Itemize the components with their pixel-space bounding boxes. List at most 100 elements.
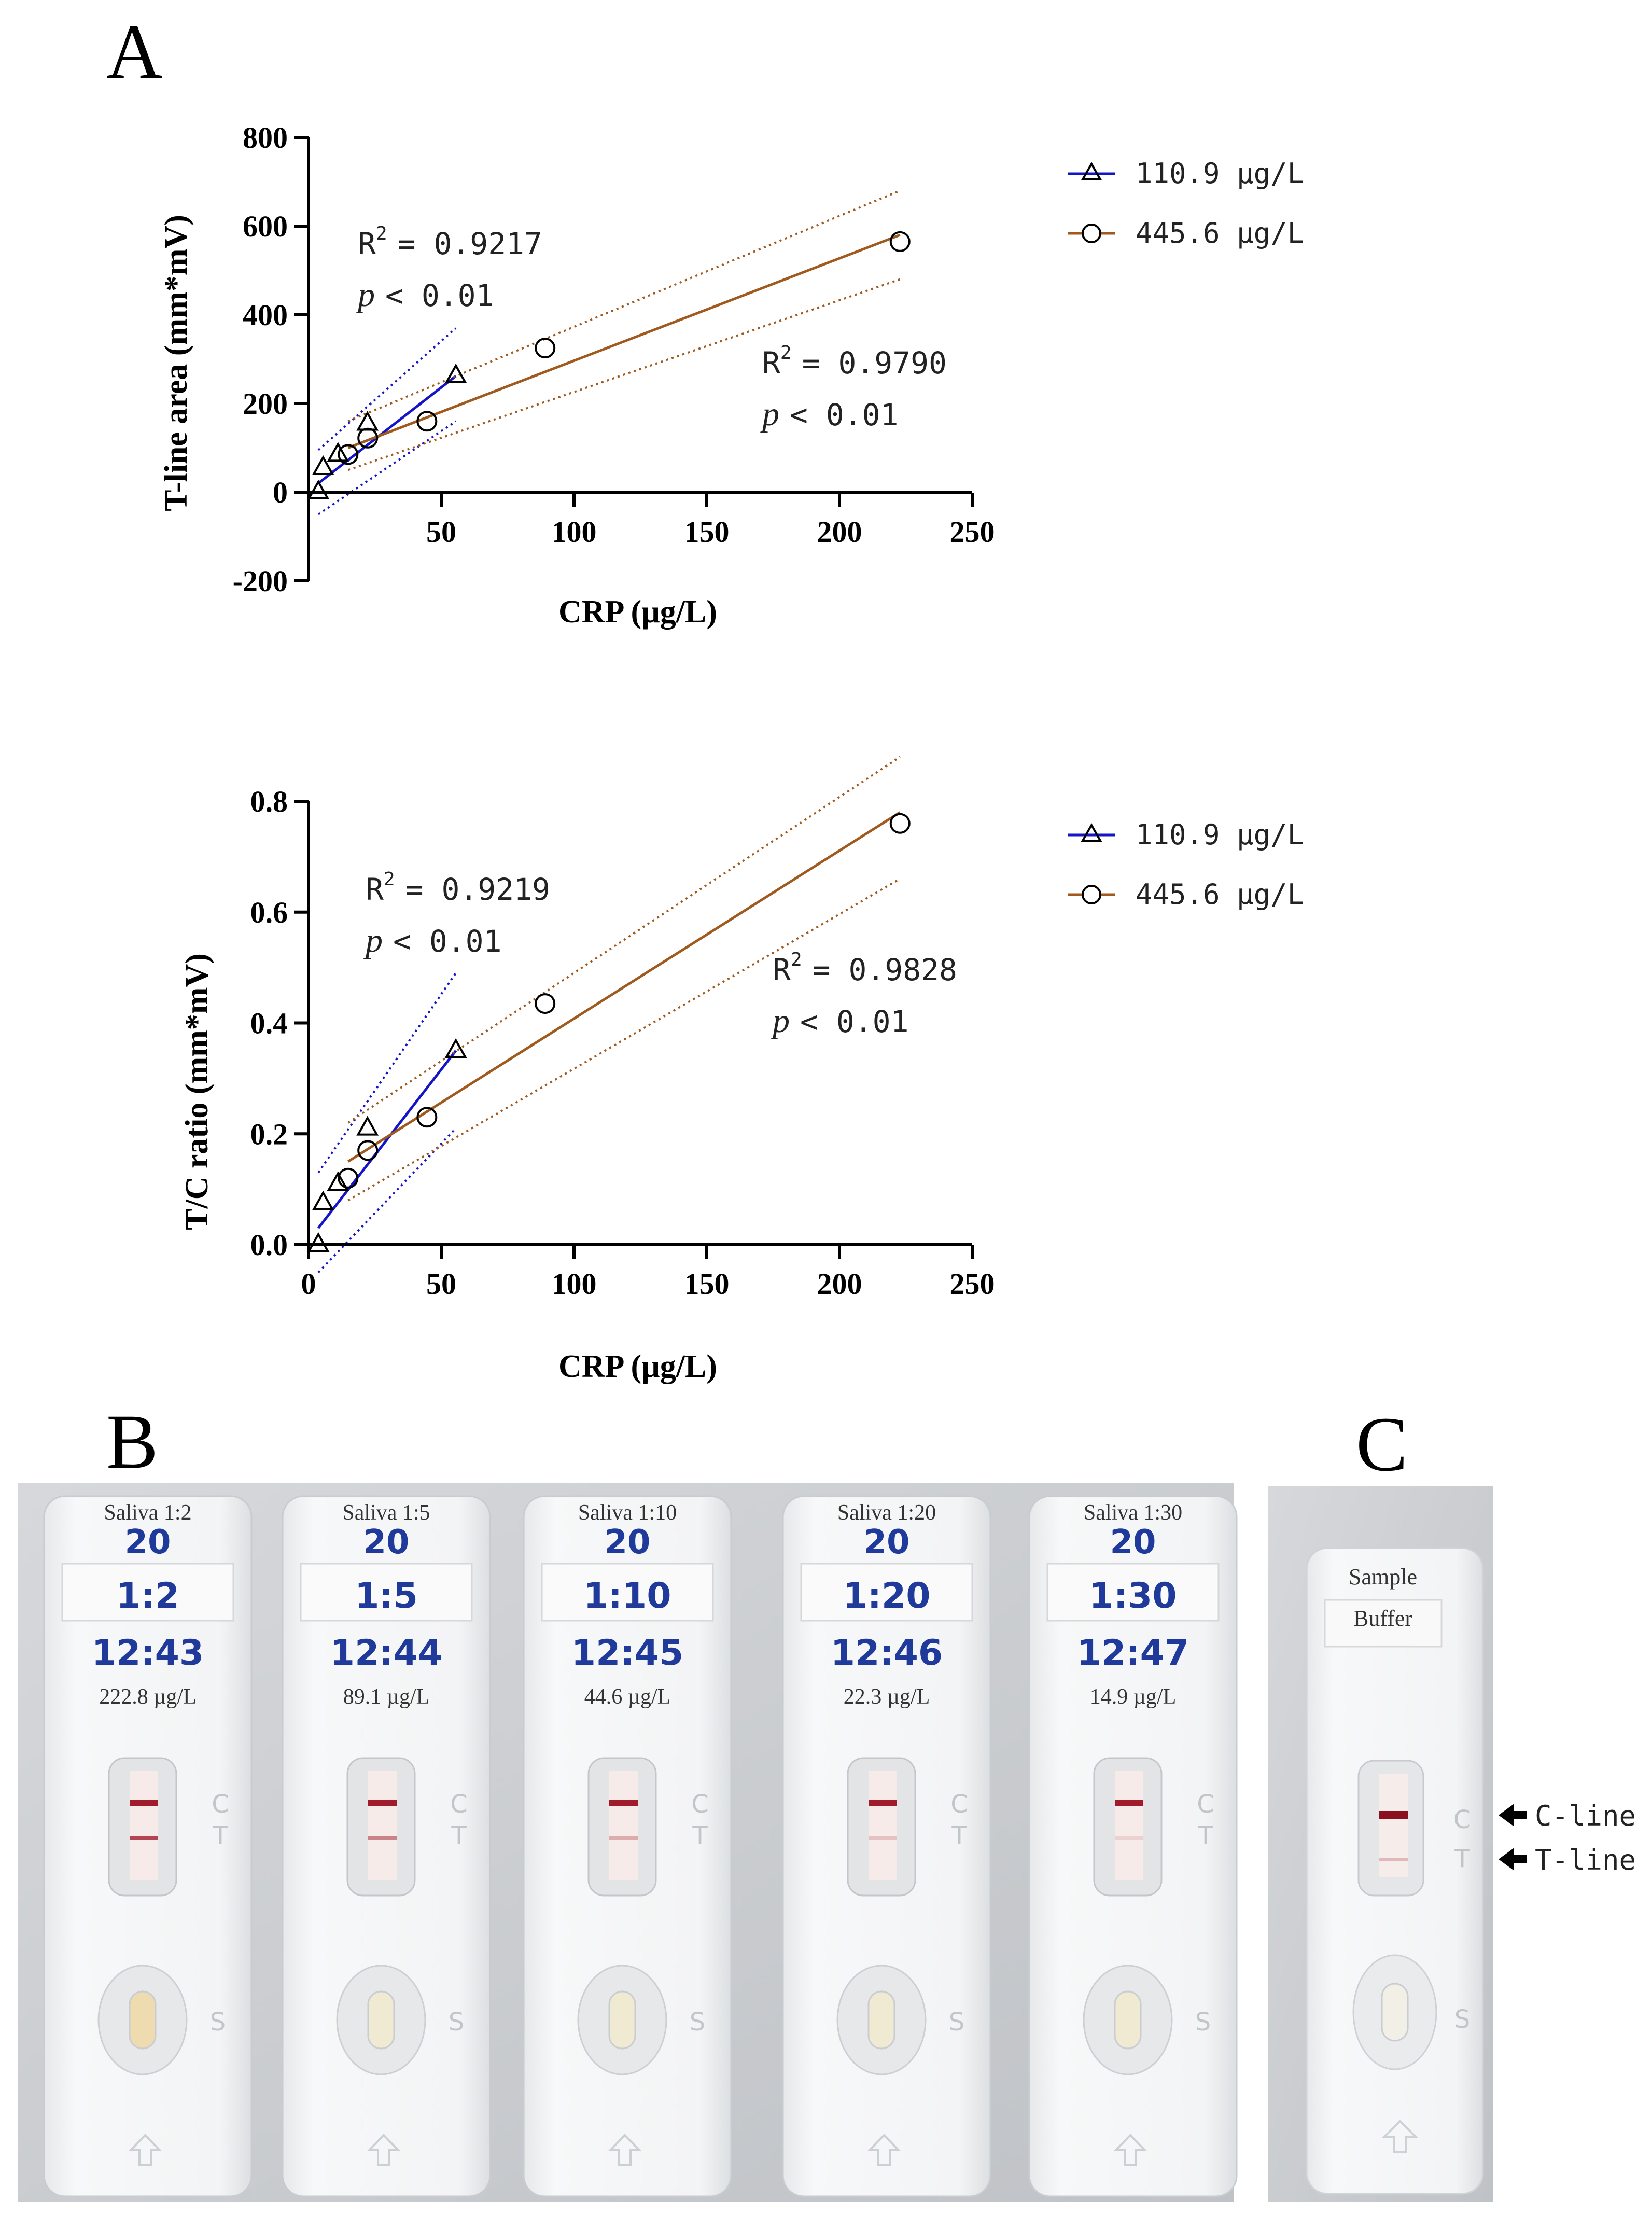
ci-upper [317, 327, 457, 451]
x-tick-label: 200 [817, 515, 862, 549]
arrow-icon [1114, 2134, 1147, 2166]
label-box [61, 1563, 234, 1622]
handwritten-number: 20 [604, 1523, 650, 1562]
crp-value: 89.1 µg/L [343, 1685, 430, 1709]
point-triangle [444, 1038, 467, 1058]
x-tick-label: 0 [301, 1267, 316, 1301]
r2-symbol: R [358, 226, 376, 261]
handwritten-number: 20 [1110, 1523, 1156, 1562]
annotation-fit-a: R2 = 0.9217 p < 0.01 [356, 223, 542, 314]
y-tick-label: 0.0 [250, 1228, 288, 1262]
x-axis-label: CRP (µg/L) [558, 1349, 717, 1384]
legend-triangle-marker [1081, 161, 1102, 180]
y-tick-label: 0.4 [250, 1007, 288, 1040]
crp-value: 44.6 µg/L [584, 1685, 671, 1709]
point-circle [889, 813, 911, 834]
fit-line [317, 1050, 457, 1229]
r2-superscript: 2 [384, 869, 395, 890]
point-circle [416, 411, 438, 432]
t-line-pointer: T-line [1499, 1844, 1636, 1876]
y-axis-label: T-line area (mm*mV) [159, 215, 194, 511]
arrow-icon [129, 2134, 162, 2166]
point-triangle [312, 1190, 334, 1210]
fit-line [347, 811, 901, 1163]
cassette-letter-s: S [690, 2008, 705, 2037]
label-box [300, 1563, 473, 1622]
cassette-letter-t: T [451, 1821, 467, 1850]
cassette-letter-s: S [949, 2008, 964, 2037]
arrow-icon [367, 2134, 400, 2166]
point-triangle [444, 363, 467, 383]
legend-label-series-a: 110.9 µg/L [1136, 818, 1304, 851]
legend: 110.9 µg/L 445.6 µg/L [1068, 157, 1304, 249]
svg-text:R2= 0.9219: R2 = 0.9219 [366, 869, 550, 907]
panel-label-a: A [106, 9, 162, 95]
c-line [869, 1800, 897, 1806]
result-window [130, 1771, 158, 1880]
test-strip: Saliva 1:520 1:5 12:44 89.1 µg/L CT S [282, 1495, 491, 2197]
legend-circle-marker [1082, 885, 1101, 904]
sample-well [608, 1990, 636, 2050]
t-line [1379, 1858, 1408, 1861]
sample-well [1114, 1990, 1142, 2050]
crp-value: 222.8 µg/L [99, 1685, 197, 1709]
legend: 110.9 µg/L 445.6 µg/L [1068, 818, 1304, 911]
svg-text:p< 0.01: p < 0.01 [760, 395, 899, 433]
arrow-left-icon [1499, 1848, 1527, 1871]
point-circle [357, 427, 379, 449]
dilution-title: Saliva 1:5 [342, 1501, 430, 1525]
cassette-letter-c: C [950, 1790, 968, 1819]
annotation-fit-b: R2 = 0.9790 p < 0.01 [760, 342, 947, 433]
point-triangle [356, 411, 379, 431]
panel-label-c: C [1356, 1401, 1408, 1487]
y-tick-label: 200 [243, 387, 288, 421]
p-symbol: p [363, 922, 383, 959]
legend-label-series-a: 110.9 µg/L [1136, 157, 1304, 190]
point-triangle [327, 1171, 349, 1191]
dilution-title: Saliva 1:20 [837, 1501, 936, 1525]
x-axis-label: CRP (µg/L) [558, 594, 717, 630]
t-line [368, 1836, 397, 1840]
t-line [609, 1836, 638, 1840]
sample-well [1381, 1983, 1409, 2042]
c-line-pointer: C-line [1499, 1800, 1636, 1832]
r2-value: = 0.9828 [813, 952, 957, 987]
label-box [1046, 1563, 1220, 1622]
label-box [800, 1563, 973, 1622]
y-tick-label: -200 [233, 564, 288, 598]
cassette-letter-t: T [692, 1821, 708, 1850]
r2-symbol: R [773, 952, 791, 987]
photo-c: Sample Buffer C T S [1268, 1486, 1493, 2202]
p-value: < 0.01 [385, 278, 494, 313]
arrow-icon [608, 2134, 641, 2166]
result-window [869, 1771, 897, 1880]
r2-superscript: 2 [376, 223, 387, 244]
cassette-letter-c: C [450, 1790, 468, 1819]
y-axis-label: T/C ratio (mm*mV) [179, 953, 215, 1230]
point-circle [357, 1140, 379, 1161]
p-symbol: p [356, 276, 375, 314]
sample-well [867, 1990, 895, 2050]
y-tick-label: 0.2 [250, 1117, 288, 1151]
dilution-title: Saliva 1:10 [578, 1501, 677, 1525]
legend-circle-marker [1082, 224, 1101, 243]
svg-text:R2= 0.9828: R2 = 0.9828 [773, 949, 957, 987]
arrow-icon [867, 2134, 901, 2166]
data-points [307, 231, 911, 499]
handwritten-dilution: 1:5 [355, 1576, 418, 1617]
svg-text:p< 0.01: p < 0.01 [363, 922, 502, 959]
svg-text:p< 0.01: p < 0.01 [356, 276, 494, 314]
x-tick-label: 100 [552, 1267, 597, 1301]
handwritten-time: 12:45 [571, 1633, 683, 1674]
r2-superscript: 2 [780, 342, 792, 364]
fit-lines [317, 189, 901, 516]
c-line [368, 1800, 397, 1806]
c-line [130, 1800, 158, 1806]
c-line [1115, 1800, 1143, 1806]
point-circle [889, 231, 911, 252]
y-tick-label: 0.6 [250, 896, 288, 929]
arrow-icon [1382, 2120, 1418, 2153]
handwritten-time: 12:43 [92, 1633, 204, 1674]
